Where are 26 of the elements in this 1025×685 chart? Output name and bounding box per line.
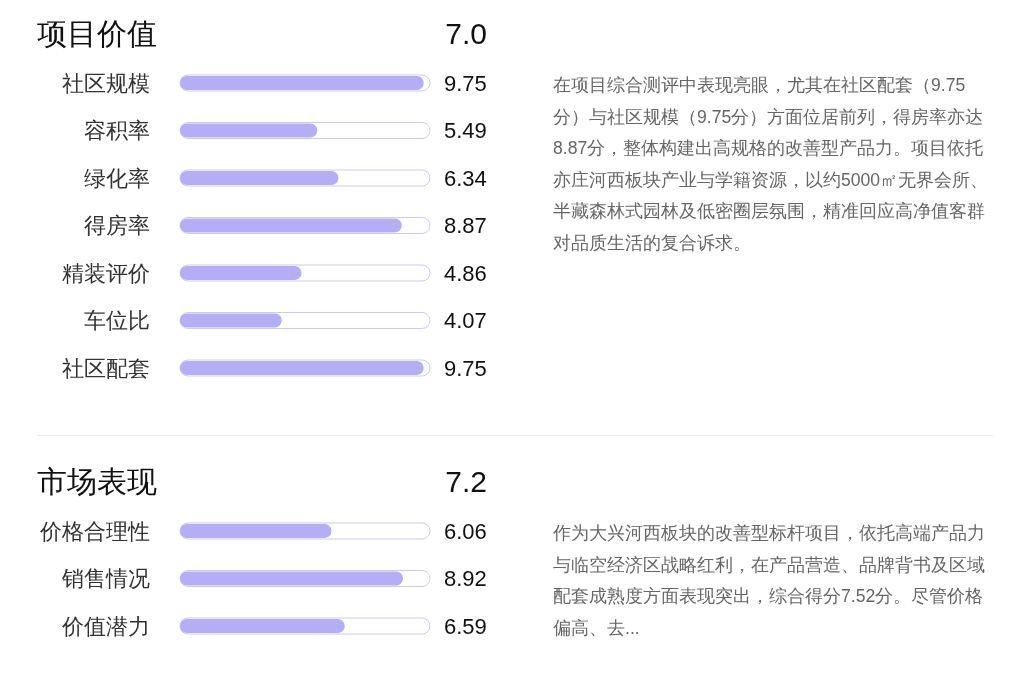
category-label: 得房率 (84, 213, 150, 238)
data-label: 9.75 (444, 355, 487, 381)
category-label: 销售情况 (62, 566, 150, 591)
data-label: 6.06 (444, 518, 487, 544)
data-label: 9.75 (444, 70, 487, 96)
category-label: 绿化率 (84, 165, 150, 191)
title: 市场表现 (37, 464, 157, 498)
category-label: 容积率 (84, 118, 150, 143)
annotation: 作为大兴河西板块的改善型标杆项目，依托高端产品力与临空经济区战略红利，在产品营造、品牌背书及区域配套成熟度方面表现突出，综合得分7.52分。尽管价格偏高、去... (553, 522, 986, 640)
data-label: 6.34 (444, 165, 487, 191)
category-label: 价值潜力 (62, 613, 150, 639)
category-label: 车位比 (84, 308, 150, 333)
annotation: 7.0 (445, 16, 487, 50)
category-label: 社区配套 (62, 355, 150, 381)
data-label: 5.49 (444, 118, 487, 143)
category-label: 社区规模 (62, 70, 150, 96)
data-label: 8.92 (444, 566, 487, 591)
title: 项目价值 (37, 16, 157, 50)
data-label: 4.86 (444, 260, 487, 286)
category-label: 价格合理性 (40, 518, 150, 544)
data-label: 4.07 (444, 308, 487, 333)
annotation: 在项目综合测评中表现亮眼，尤其在社区配套（9.75分）与社区规模（9.75分）方面位居前列，得房率亦达8.87分，整体构建出高规格的改善型产品力。项目依托亦庄河西板块产业与学籍资源，以约5000㎡无界会所、半藏森林式园林及低密圈层氛围，精准回应高净值客群对品质生活的复合诉求。 (553, 74, 990, 255)
category-label: 精装评价 (62, 260, 150, 286)
data-label: 8.87 (444, 213, 487, 238)
annotation: 7.2 (445, 464, 487, 498)
data-label: 6.59 (444, 613, 487, 639)
